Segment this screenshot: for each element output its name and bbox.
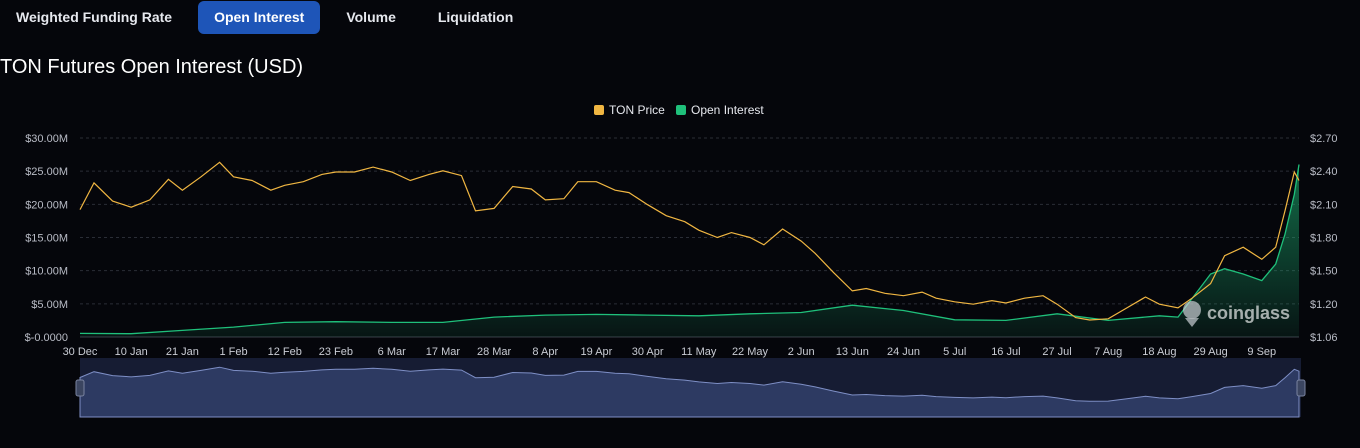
x-tick: 19 Apr	[581, 346, 613, 358]
y-right-tick: $2.40	[1310, 166, 1338, 178]
y-right-tick: $1.06	[1310, 332, 1338, 344]
series-open-interest-area	[80, 164, 1299, 337]
x-tick: 13 Jun	[836, 346, 869, 358]
x-tick: 11 May	[681, 346, 717, 358]
tab-open-interest[interactable]: Open Interest	[198, 0, 321, 34]
y-left-tick: $20.00M	[25, 199, 68, 211]
x-tick: 2 Jun	[788, 346, 815, 358]
x-tick: 29 Aug	[1193, 346, 1227, 358]
y-axis-right: $1.06 $1.20 $1.50 $1.80 $2.10 $2.40 $2.70	[1310, 133, 1338, 344]
x-tick: 5 Jul	[943, 346, 966, 358]
legend-price[interactable]: TON Price	[609, 103, 665, 117]
x-tick: 12 Feb	[268, 346, 302, 358]
x-tick: 30 Apr	[632, 346, 664, 358]
y-left-tick: $-0.0000	[25, 332, 68, 344]
x-tick: 23 Feb	[319, 346, 353, 358]
navigator-handle-left[interactable]	[75, 379, 85, 397]
x-tick: 18 Aug	[1142, 346, 1176, 358]
x-tick: 28 Mar	[477, 346, 512, 358]
tab-liquidation[interactable]: Liquidation	[437, 9, 514, 25]
tab-weighted-funding-rate[interactable]: Weighted Funding Rate	[16, 9, 173, 25]
x-tick: 24 Jun	[887, 346, 920, 358]
series-open-interest	[79, 164, 1300, 335]
y-right-tick: $1.50	[1310, 266, 1338, 278]
y-left-tick: $10.00M	[25, 266, 68, 278]
coinglass-watermark: coinglass	[1183, 301, 1290, 327]
x-tick: 16 Jul	[991, 346, 1020, 358]
x-tick: 30 Dec	[63, 346, 98, 358]
y-right-tick: $2.70	[1310, 133, 1338, 145]
y-left-tick: $25.00M	[25, 166, 68, 178]
x-tick: 9 Sep	[1247, 346, 1276, 358]
x-tick: 6 Mar	[378, 346, 406, 358]
navigator-series	[79, 366, 1300, 418]
x-tick: 22 May	[732, 346, 769, 358]
x-tick: 8 Apr	[532, 346, 558, 358]
y-axis-left: $-0.0000 $5.00M $10.00M $15.00M $20.00M $25.0…	[25, 133, 68, 344]
legend-open-interest[interactable]: Open Interest	[691, 103, 764, 117]
y-right-tick: $1.20	[1310, 299, 1338, 311]
watermark-text: coinglass	[1207, 303, 1290, 323]
x-tick: 10 Jan	[115, 346, 148, 358]
tab-volume[interactable]: Volume	[346, 9, 396, 25]
grid-lines	[80, 137, 1299, 338]
chart-title: TON Futures Open Interest (USD)	[0, 56, 304, 78]
range-navigator[interactable]	[75, 358, 1306, 418]
y-left-tick: $30.00M	[25, 133, 68, 145]
series-ton-price	[79, 161, 1300, 321]
y-right-tick: $1.80	[1310, 233, 1338, 245]
y-left-tick: $15.00M	[25, 233, 68, 245]
x-tick: 7 Aug	[1094, 346, 1122, 358]
x-tick: 1 Feb	[219, 346, 247, 358]
x-tick: 17 Mar	[426, 346, 461, 358]
chart-tabs: Weighted Funding Rate Open Interest Volu…	[0, 0, 539, 34]
x-tick: 21 Jan	[166, 346, 199, 358]
legend-swatch-price	[594, 105, 604, 115]
coinglass-logo-icon	[1183, 301, 1201, 327]
y-left-tick: $5.00M	[31, 299, 68, 311]
y-right-tick: $2.10	[1310, 199, 1338, 211]
legend-swatch-oi	[676, 105, 686, 115]
x-tick: 27 Jul	[1042, 346, 1071, 358]
x-axis: 30 Dec 10 Jan 21 Jan 1 Feb 12 Feb 23 Feb 6 Mar…	[63, 346, 1277, 358]
navigator-handle-right[interactable]	[1296, 379, 1306, 397]
legend: TON Price Open Interest	[594, 103, 764, 117]
